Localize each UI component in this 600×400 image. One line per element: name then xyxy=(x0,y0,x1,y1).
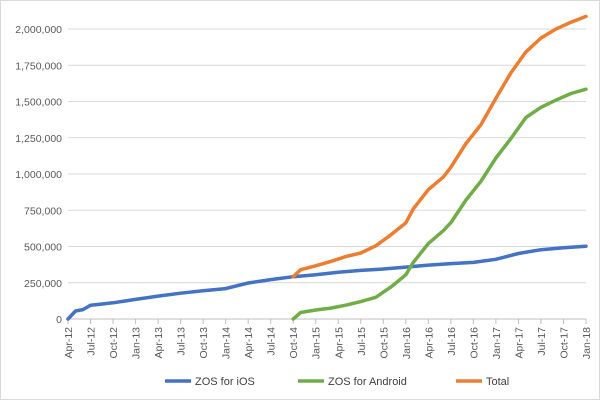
x-tick-label: Jul-13 xyxy=(176,327,188,356)
x-tick-label: Jan-14 xyxy=(221,327,233,359)
x-tick-label: Oct-16 xyxy=(468,327,480,359)
x-tick-label: Jul-14 xyxy=(266,327,278,356)
x-tick-label: Apr-16 xyxy=(423,327,435,359)
y-tick-label: 1,000,000 xyxy=(15,169,62,181)
x-tick-label: Apr-17 xyxy=(513,327,525,359)
x-tick-label: Oct-14 xyxy=(288,327,300,359)
x-tick-label: Oct-12 xyxy=(108,327,120,359)
x-tick-label: Jan-17 xyxy=(491,327,503,359)
x-tick-label: Apr-13 xyxy=(153,327,165,359)
series-line-zos-for-android xyxy=(291,87,588,321)
x-tick-label: Jul-15 xyxy=(356,327,368,356)
x-tick-label: Oct-13 xyxy=(198,327,210,359)
legend-label: ZOS for iOS xyxy=(195,376,255,388)
y-tick-label: 500,000 xyxy=(24,242,62,254)
x-tick-label: Apr-15 xyxy=(333,327,345,359)
legend-label: Total xyxy=(486,376,509,388)
y-tick-label: 1,750,000 xyxy=(15,60,62,72)
legend-label: ZOS for Android xyxy=(328,376,407,388)
x-tick-label: Apr-12 xyxy=(63,327,75,359)
x-tick-label: Oct-15 xyxy=(378,327,390,359)
x-tick-label: Apr-14 xyxy=(243,327,255,359)
x-tick-label: Jul-16 xyxy=(446,327,458,356)
x-tick-label: Oct-17 xyxy=(558,327,570,359)
y-tick-label: 0 xyxy=(56,314,62,326)
y-tick-label: 750,000 xyxy=(24,205,62,217)
x-tick-label: Jan-15 xyxy=(311,327,323,359)
y-tick-label: 1,500,000 xyxy=(15,97,62,109)
x-tick-label: Jul-12 xyxy=(86,327,98,356)
x-tick-label: Jan-16 xyxy=(401,327,413,359)
x-tick-label: Jan-18 xyxy=(581,327,593,359)
y-tick-label: 2,000,000 xyxy=(15,24,62,36)
y-tick-label: 250,000 xyxy=(24,278,62,290)
x-tick-label: Jan-13 xyxy=(131,327,143,359)
x-tick-label: Jul-17 xyxy=(536,327,548,356)
y-tick-label: 1,250,000 xyxy=(15,133,62,145)
series-line-total xyxy=(291,14,588,279)
